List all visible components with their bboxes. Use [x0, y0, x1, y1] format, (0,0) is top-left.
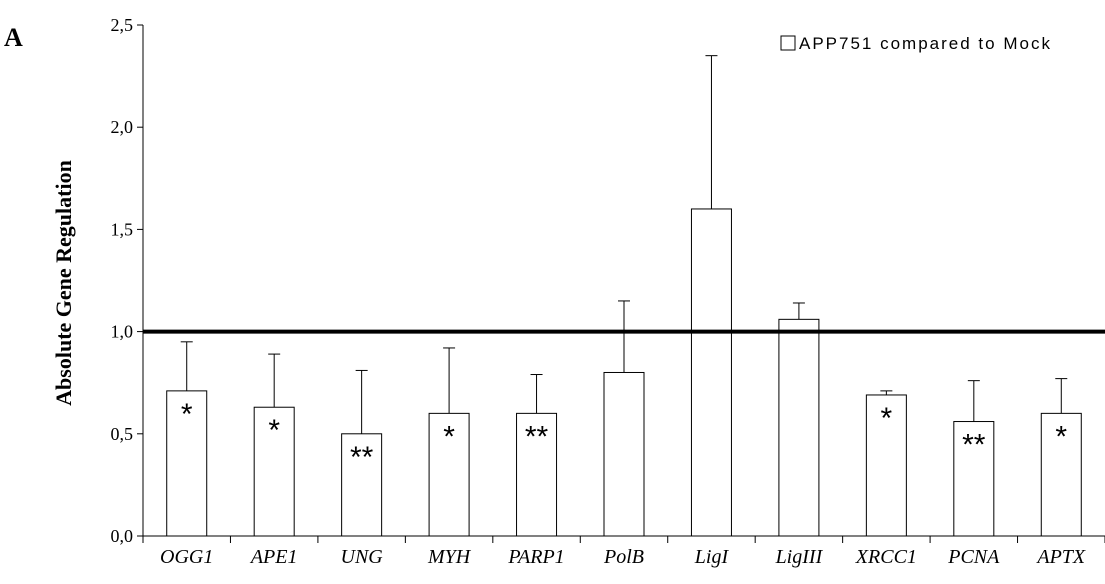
legend-label: APP751 compared to Mock [799, 34, 1052, 53]
bar [778, 318, 820, 537]
y-tick-labels: 0,0 0,5 1,0 1,5 2,0 2,5 [111, 15, 134, 546]
x-tick-label: PolB [603, 546, 644, 568]
y-tick-label: 1,5 [111, 219, 134, 239]
error-bars [180, 55, 1068, 434]
bar [253, 406, 295, 537]
x-tick-label: APTX [1035, 546, 1086, 568]
significance-mark: ** [350, 441, 374, 474]
x-tick-label: LigI [694, 546, 730, 568]
bar [428, 412, 470, 537]
y-tick-label: 2,5 [111, 15, 134, 35]
x-tick-label: UNG [341, 546, 384, 568]
legend-swatch [780, 35, 796, 51]
x-tick-label: PCNA [947, 546, 1000, 568]
y-tick-label: 1,0 [111, 322, 134, 342]
y-axis-title: Absolute Gene Regulation [51, 160, 76, 406]
bar [516, 412, 558, 537]
y-tick-label: 2,0 [111, 117, 134, 137]
significance-mark: * [181, 398, 193, 431]
significance-mark: * [1055, 420, 1067, 453]
x-tick-label: MYH [427, 546, 472, 568]
x-tick-label: XRCC1 [855, 546, 917, 568]
x-tick-label: PARP1 [507, 546, 564, 568]
bar [603, 371, 645, 537]
x-tick-label: APE1 [249, 546, 298, 568]
bar [953, 421, 995, 537]
significance-mark: ** [525, 420, 549, 453]
bar [341, 433, 383, 537]
significance-mark: * [268, 414, 280, 447]
bar [690, 208, 732, 537]
significance-mark: * [443, 420, 455, 453]
legend: APP751 compared to Mock [780, 34, 1052, 53]
significance-mark: * [881, 402, 893, 435]
y-tick-label: 0,0 [111, 526, 134, 546]
significance-mark: ** [962, 429, 986, 462]
y-tick-label: 0,5 [111, 424, 134, 444]
bar [865, 394, 907, 537]
x-tick-labels: OGG1 APE1 UNG MYH PARP1 PolB LigI LigIII XRCC1 PC… [160, 546, 1086, 568]
significance-marks: * **** ***** * [181, 398, 1068, 474]
x-tick-label: OGG1 [160, 546, 213, 568]
x-tick-label: LigIII [775, 546, 824, 568]
panel-label: A [4, 23, 23, 52]
bar [1040, 412, 1082, 537]
